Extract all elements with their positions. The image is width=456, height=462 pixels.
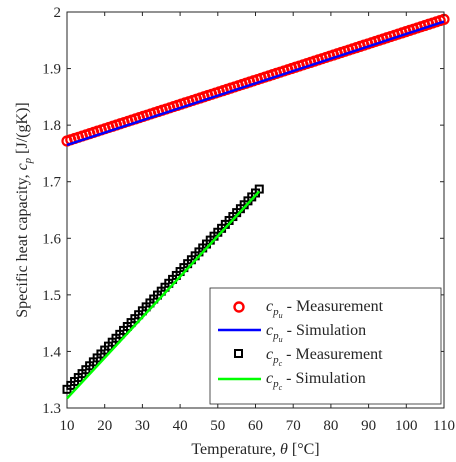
x-axis: 10 20 30 40 50 60 70 80 90 100 110: [60, 12, 455, 434]
x-tick-label: 50: [210, 418, 225, 434]
legend-entry-4: cpc - Simulation: [266, 370, 366, 392]
x-tick-label: 70: [286, 418, 301, 434]
y-tick-label: 2: [54, 5, 62, 21]
y-tick-label: 1.5: [42, 288, 61, 304]
y-tick-label: 1.3: [42, 401, 61, 417]
y-tick-label: 1.8: [42, 118, 61, 134]
x-tick-label: 110: [433, 418, 455, 434]
legend-entry-2: cpu - Simulation: [266, 322, 366, 344]
legend-entry-1: cpu - Measurement: [266, 298, 384, 320]
legend-marker-square: [234, 349, 243, 358]
x-tick-label: 30: [135, 418, 150, 434]
legend-marker-circle: [233, 301, 245, 313]
x-axis-title: Temperature, θ [°C]: [191, 441, 319, 458]
x-tick-label: 90: [361, 418, 376, 434]
y-tick-label: 1.7: [42, 175, 61, 191]
x-tick-label: 100: [395, 418, 418, 434]
legend-entry-3: cpc - Measurement: [266, 346, 383, 368]
legend-box: [209, 287, 442, 405]
x-tick-label: 20: [97, 418, 112, 434]
y-axis-title: Specific heat capacity, cp [J/(gK)]: [14, 102, 34, 317]
y-tick-label: 1.9: [42, 62, 61, 78]
legend: cpu - Measurement cpu - Simulation cpc -…: [209, 287, 442, 405]
x-tick-label: 80: [323, 418, 338, 434]
series-line: [66, 20, 445, 147]
y-axis: 1.3 1.4 1.5 1.6 1.7 1.8 1.9 2: [42, 5, 444, 417]
series-line: [66, 190, 261, 400]
y-tick-label: 1.6: [42, 231, 61, 247]
y-tick-label: 1.4: [42, 344, 61, 360]
x-tick-label: 60: [248, 418, 263, 434]
x-tick-label: 10: [60, 418, 75, 434]
simulation-lines: [66, 20, 445, 400]
x-tick-label: 40: [173, 418, 188, 434]
